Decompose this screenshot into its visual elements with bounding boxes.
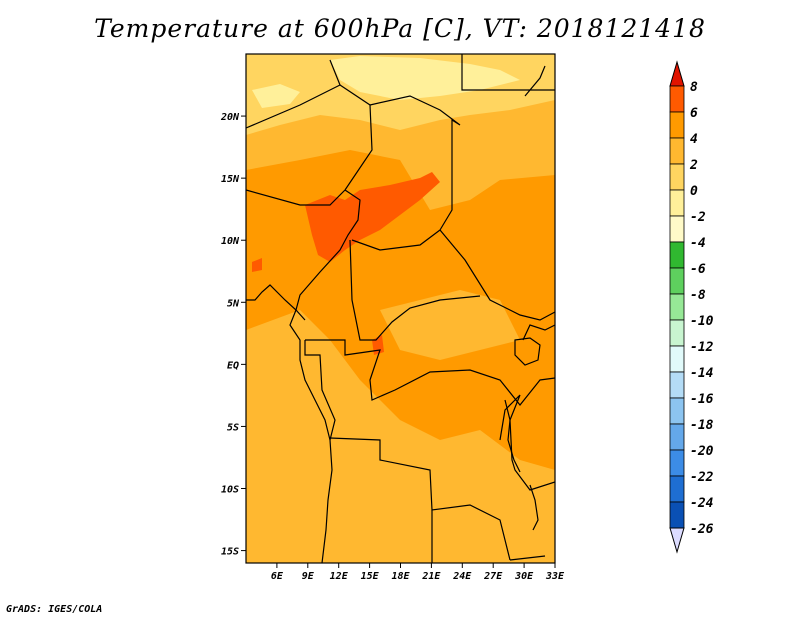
- border-line: [349, 239, 481, 341]
- colorbar: 8 6 4 2 0 -2 -4 -6 -8 -10 -12 -14 -16 -18 -20 -22 -24 -26: [669, 60, 714, 554]
- border-line: [351, 229, 441, 251]
- y-tick-label: 15S: [221, 547, 239, 558]
- y-tick-label: EQ: [227, 360, 239, 371]
- border-line: [461, 54, 555, 91]
- colorbar-label: -18: [690, 418, 714, 433]
- colorbar-segment: [669, 111, 685, 139]
- chart-title: Temperature at 600hPa [C], VT: 201812141…: [94, 14, 706, 43]
- border-line: [304, 340, 336, 441]
- colorbar-segment: [669, 215, 685, 243]
- colorbar-segment: [669, 85, 685, 113]
- colorbar-segment: [669, 501, 685, 529]
- y-tick-label: 20N: [220, 112, 240, 123]
- colorbar-top-arrow: [669, 60, 685, 87]
- y-tick-label: 5N: [227, 298, 240, 309]
- border-line: [339, 84, 373, 191]
- field-red-orange-region: [252, 258, 262, 272]
- border-line: [329, 437, 511, 561]
- colorbar-label: -14: [690, 366, 714, 381]
- border-line: [246, 59, 341, 129]
- colorbar-label: -12: [690, 340, 714, 355]
- y-tick-label: 10S: [221, 485, 239, 496]
- colorbar-segment: [669, 449, 685, 477]
- colorbar-label: 4: [690, 132, 698, 147]
- x-tick-label: 33E: [545, 571, 565, 582]
- x-tick-label: 27E: [483, 571, 503, 582]
- field-light-orange-region: [246, 310, 555, 563]
- x-tick-label: 12E: [330, 571, 349, 582]
- field-very-pale-region: [330, 56, 520, 100]
- colorbar-label: 2: [689, 158, 698, 173]
- colorbar-segment: [669, 423, 685, 451]
- colorbar-label: -2: [690, 210, 706, 225]
- y-tick-label: 5S: [227, 422, 239, 433]
- colorbar-segment: [669, 163, 685, 191]
- lake-victoria: [514, 337, 541, 366]
- y-axis: 20N 15N 10N 5N EQ 5S 10S 15S: [220, 112, 246, 558]
- y-tick-label: 10N: [221, 236, 240, 247]
- colorbar-segment: [669, 241, 685, 269]
- border-line: [522, 324, 555, 341]
- colorbar-segment: [669, 267, 685, 295]
- field-very-pale-region: [252, 84, 300, 108]
- colorbar-segment: [669, 319, 685, 347]
- x-tick-label: 30E: [514, 571, 534, 582]
- border-line: [246, 189, 346, 206]
- temperature-field: [246, 54, 555, 563]
- x-tick-label: 21E: [421, 571, 441, 582]
- x-tick-label: 24E: [452, 571, 472, 582]
- colorbar-label: -4: [690, 236, 706, 251]
- border-line: [369, 95, 461, 231]
- colorbar-label: -6: [690, 262, 706, 277]
- colorbar-bottom-arrow: [669, 527, 685, 554]
- x-tick-label: 15E: [361, 571, 380, 582]
- colorbar-segment: [669, 397, 685, 425]
- coastline: [246, 284, 333, 563]
- colorbar-label: 0: [690, 184, 698, 199]
- y-tick-label: 15N: [221, 174, 240, 185]
- colorbar-label: 6: [690, 106, 698, 121]
- colorbar-label: -10: [690, 314, 714, 329]
- colorbar-segment: [669, 371, 685, 399]
- colorbar-label: -20: [690, 444, 714, 459]
- colorbar-segment: [669, 293, 685, 321]
- x-tick-label: 18E: [391, 571, 410, 582]
- colorbar-label: -16: [690, 392, 714, 407]
- colorbar-label: -26: [690, 522, 714, 537]
- colorbar-label: -8: [690, 288, 706, 303]
- grads-credit: GrADS: IGES/COLA: [6, 604, 103, 615]
- border-line: [439, 229, 555, 321]
- field-light-orange-region: [380, 290, 520, 360]
- x-tick-label: 6E: [271, 571, 284, 582]
- lake-tanganyika: [504, 399, 521, 473]
- colorbar-label: -24: [690, 496, 714, 511]
- lake-malawi: [529, 484, 539, 531]
- coast-segment: [509, 555, 546, 561]
- colorbar-segment: [669, 475, 685, 503]
- field-red-orange-region: [305, 172, 440, 262]
- colorbar-segment: [669, 137, 685, 165]
- x-axis: 6E 9E 12E 15E 18E 21E 24E 27E 30E 33E: [271, 563, 565, 582]
- red-sea-coast: [524, 65, 546, 97]
- colorbar-segment: [669, 189, 685, 217]
- colorbar-label: 8: [690, 80, 698, 95]
- colorbar-segment: [669, 345, 685, 373]
- x-tick-label: 9E: [302, 571, 315, 582]
- border-line: [305, 339, 555, 406]
- colorbar-label: -22: [690, 470, 714, 485]
- border-line: [499, 394, 555, 491]
- border-line: [295, 189, 361, 321]
- country-borders: [246, 54, 555, 563]
